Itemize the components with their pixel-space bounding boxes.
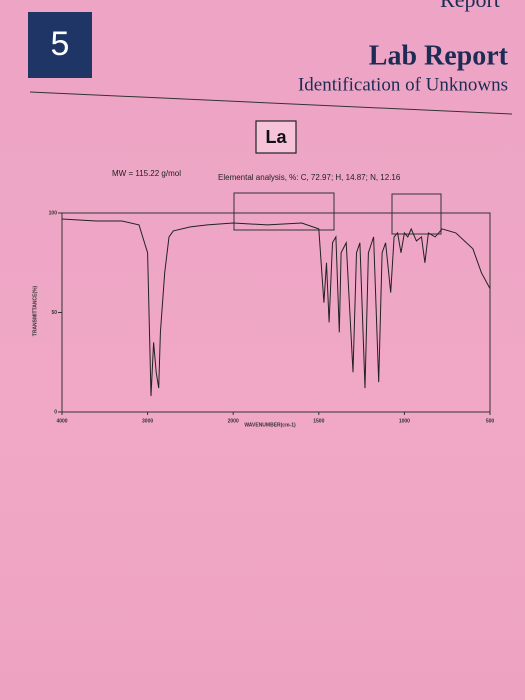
y-tick-label: 100	[49, 210, 58, 216]
plot-frame	[61, 212, 491, 413]
highlight-box	[391, 193, 442, 235]
page-number: 5	[51, 25, 70, 63]
x-tick-label: 1500	[313, 418, 324, 424]
label-box	[255, 120, 297, 154]
x-axis-label: WAVENUMBER(cm-1)	[244, 422, 296, 428]
x-tick-label: 1000	[399, 418, 410, 424]
title: Lab Report	[369, 40, 509, 71]
y-tick-label: 0	[54, 409, 57, 415]
y-axis-label: TRANSMITTANCE(%)	[32, 285, 38, 336]
compound-label: La	[265, 127, 287, 147]
corner-title: Report	[440, 0, 500, 12]
x-tick-label: 500	[486, 418, 495, 424]
y-tick-label: 50	[51, 310, 57, 316]
x-tick-label: 4000	[56, 418, 67, 424]
ir-spectrum: 0 50 100 4000 3000 2000 1500 1000 500	[49, 210, 495, 424]
elemental-analysis: Elemental analysis, %: C, 72.97; H, 14.8…	[218, 173, 401, 182]
spectrum-line	[61, 218, 491, 397]
molecular-weight: MW = 115.22 g/mol	[112, 169, 181, 178]
x-tick-label: 2000	[228, 418, 239, 424]
header-rule	[29, 91, 513, 115]
highlight-box	[233, 192, 335, 231]
page-number-box	[28, 12, 92, 78]
subtitle: Identification of Unknowns	[298, 74, 508, 95]
x-tick-label: 3000	[142, 418, 153, 424]
